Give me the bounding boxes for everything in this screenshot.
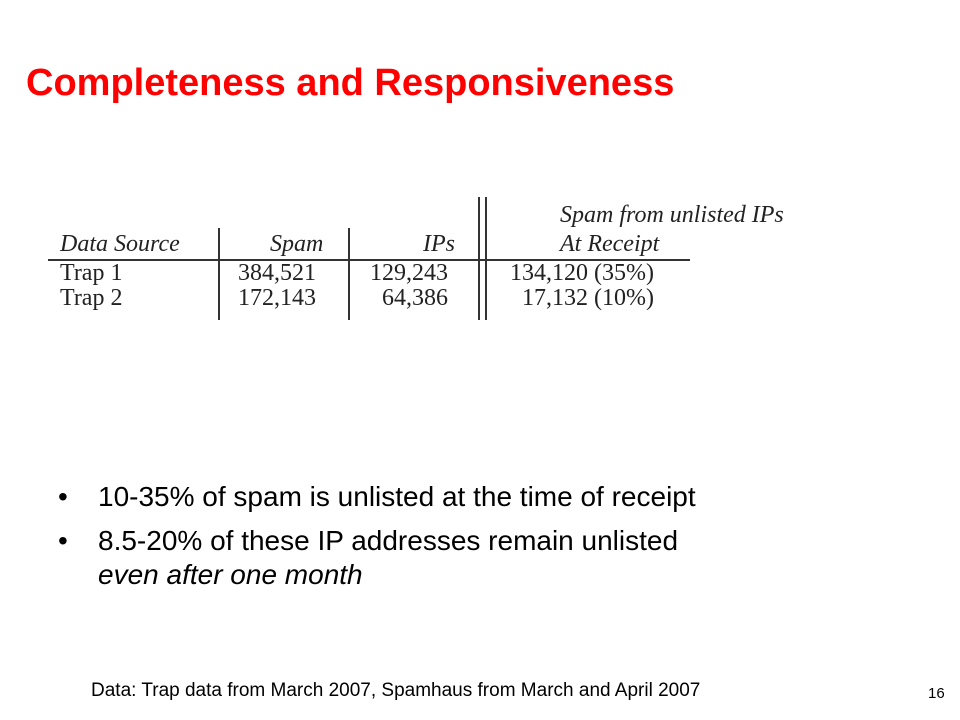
slide-title: Completeness and Responsiveness bbox=[26, 62, 675, 104]
table-header-rule bbox=[48, 259, 690, 261]
row2-spam: 172,143 bbox=[238, 285, 316, 311]
bullet-dot: • bbox=[58, 525, 68, 556]
row2-ips: 64,386 bbox=[382, 285, 448, 311]
footnote: Data: Trap data from March 2007, Spamhau… bbox=[91, 680, 701, 701]
row1-unlisted: 134,120 (35%) bbox=[510, 260, 654, 286]
bullet-italic-text: even after one month bbox=[98, 559, 363, 590]
bullet-item: • 10-35% of spam is unlisted at the time… bbox=[58, 480, 918, 514]
page-number: 16 bbox=[928, 685, 945, 702]
row2-unlisted: 17,132 (10%) bbox=[522, 285, 654, 311]
header-spam: Spam bbox=[270, 231, 324, 257]
header-ips: IPs bbox=[423, 231, 455, 257]
row1-spam: 384,521 bbox=[238, 260, 316, 286]
header-data-source: Data Source bbox=[60, 231, 180, 257]
table-vertical-rule bbox=[478, 197, 480, 320]
row1-ips: 129,243 bbox=[370, 260, 448, 286]
table-vertical-rule bbox=[485, 197, 487, 320]
bullet-item: • 8.5-20% of these IP addresses remain u… bbox=[58, 524, 918, 592]
header-unlisted-bottom: At Receipt bbox=[560, 231, 660, 257]
row2-source: Trap 2 bbox=[60, 285, 123, 311]
bullet-dot: • bbox=[58, 481, 68, 512]
bullet-list: • 10-35% of spam is unlisted at the time… bbox=[58, 480, 918, 602]
bullet-text: 10-35% of spam is unlisted at the time o… bbox=[98, 481, 696, 512]
data-table: Spam from unlisted IPs Data Source Spam … bbox=[48, 192, 828, 327]
row1-source: Trap 1 bbox=[60, 260, 123, 286]
table-vertical-rule bbox=[218, 228, 220, 320]
header-unlisted-top: Spam from unlisted IPs bbox=[560, 202, 784, 228]
table-vertical-rule bbox=[348, 228, 350, 320]
bullet-text: 8.5-20% of these IP addresses remain unl… bbox=[98, 525, 679, 556]
